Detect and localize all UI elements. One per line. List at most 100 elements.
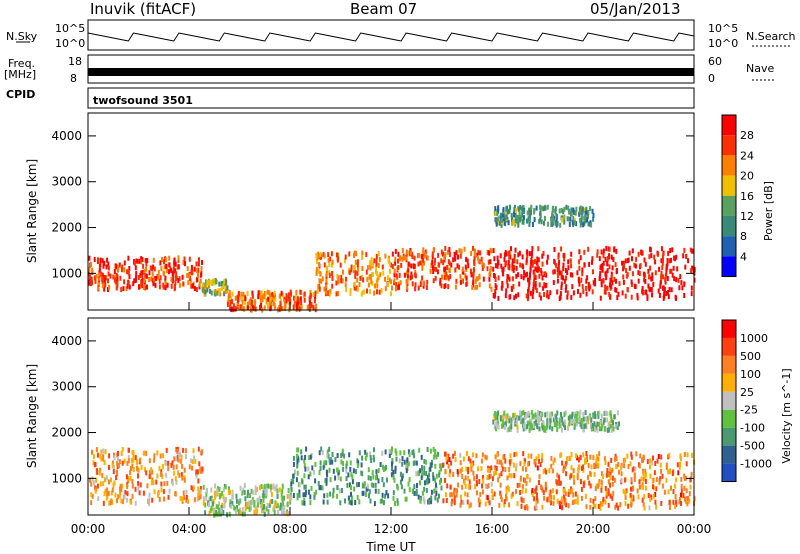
power-cell <box>421 275 424 281</box>
power-cell <box>404 254 407 260</box>
velocity-cell <box>102 481 105 486</box>
velocity-cell <box>655 504 658 510</box>
velocity-cell <box>449 484 452 490</box>
velocity-cell <box>541 452 544 458</box>
power-cell <box>117 264 120 270</box>
power-cell <box>462 269 465 275</box>
power-cell <box>528 279 531 285</box>
power-cell <box>195 287 198 292</box>
velocity-cell <box>428 472 431 478</box>
power-cell <box>461 278 464 284</box>
power-cell <box>88 267 91 273</box>
power-cell <box>583 221 586 226</box>
velocity-cell <box>430 462 433 468</box>
power-cell <box>292 304 295 310</box>
velocity-cell <box>589 454 592 460</box>
velocity-cell <box>108 464 110 470</box>
velocity-cell <box>457 482 460 488</box>
velocity-cell <box>631 467 634 473</box>
power-cell <box>665 267 668 273</box>
velocity-cell <box>582 427 585 433</box>
velocity-cell <box>198 490 201 496</box>
power-cell <box>406 279 409 284</box>
power-cell <box>353 285 356 291</box>
colorbar-tick-label: -100 <box>740 422 765 435</box>
freq-tick-bottom: 8 <box>70 72 77 85</box>
power-cell <box>662 274 664 280</box>
power-cell <box>241 306 244 311</box>
velocity-cell <box>607 422 610 428</box>
velocity-cell <box>256 502 259 508</box>
velocity-cell <box>594 503 597 509</box>
colorbar-tick-label: 500 <box>740 350 761 363</box>
velocity-cell <box>302 492 305 498</box>
velocity-cell <box>385 490 388 496</box>
velocity-cell <box>588 415 591 421</box>
velocity-cell <box>567 415 570 421</box>
velocity-cell <box>396 498 399 504</box>
power-cell <box>175 271 178 277</box>
power-cell <box>580 219 583 225</box>
velocity-cell <box>580 479 582 485</box>
velocity-cell <box>104 449 107 455</box>
power-cell <box>340 278 343 284</box>
velocity-cell <box>289 496 292 502</box>
power-cell <box>306 305 309 310</box>
nsky-tick-bottom: 10^0 <box>55 37 86 50</box>
power-cell <box>534 266 537 272</box>
velocity-cell <box>599 505 602 511</box>
velocity-cell <box>568 489 571 495</box>
power-cell <box>357 266 360 272</box>
power-cell <box>356 286 359 292</box>
power-cell <box>541 261 544 267</box>
velocity-cell <box>551 468 554 474</box>
power-cell <box>560 246 563 252</box>
velocity-cell <box>121 499 124 505</box>
power-cell <box>600 282 603 288</box>
power-cell <box>501 282 504 288</box>
power-cell <box>542 285 545 291</box>
power-cell <box>328 270 331 276</box>
velocity-cell <box>286 494 289 500</box>
velocity-cell <box>435 491 438 496</box>
velocity-cell <box>569 455 572 461</box>
power-cell <box>490 286 493 292</box>
velocity-cell <box>185 454 187 460</box>
power-cell <box>666 258 669 264</box>
velocity-cell <box>607 491 610 497</box>
power-cell <box>391 285 393 291</box>
power-cell <box>473 256 476 262</box>
velocity-cell <box>510 493 513 499</box>
velocity-cell <box>350 500 353 506</box>
velocity-cell <box>451 498 454 504</box>
velocity-cell <box>474 484 477 490</box>
power-cell <box>186 266 189 272</box>
velocity-cell <box>241 511 244 517</box>
velocity-cell <box>471 452 474 458</box>
power-cell <box>645 289 647 295</box>
power-cell <box>670 268 673 274</box>
power-cell <box>262 293 265 299</box>
velocity-cell <box>445 456 448 462</box>
velocity-cell <box>683 475 686 481</box>
power-cell <box>585 206 588 212</box>
velocity-cell <box>584 423 587 429</box>
velocity-cell <box>101 473 104 478</box>
velocity-cell <box>513 452 516 458</box>
velocity-cell <box>434 477 437 483</box>
velocity-cell <box>108 500 111 506</box>
colorbar-tick-label: -500 <box>740 440 765 453</box>
velocity-cell <box>167 466 170 472</box>
power-cell <box>395 273 398 279</box>
power-cell <box>488 272 491 278</box>
velocity-cell <box>487 498 490 504</box>
velocity-cell <box>596 427 599 433</box>
power-cell <box>193 286 196 291</box>
velocity-cell <box>494 415 497 421</box>
velocity-cell <box>581 465 583 471</box>
velocity-cell <box>334 457 337 463</box>
velocity-cell <box>431 459 433 465</box>
velocity-cell <box>179 451 181 457</box>
power-cell <box>557 254 560 260</box>
velocity-cell <box>439 463 442 469</box>
